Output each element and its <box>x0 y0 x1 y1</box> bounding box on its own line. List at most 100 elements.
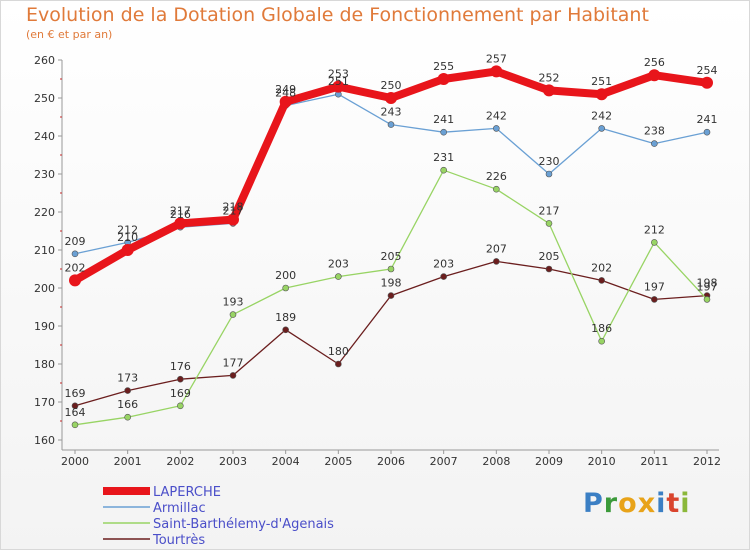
data-point <box>387 121 395 128</box>
x-tick-label: 2004 <box>272 455 300 468</box>
data-label: 209 <box>65 235 86 248</box>
data-point <box>701 76 713 89</box>
data-point <box>595 88 608 101</box>
legend-label: Saint-Barthélemy-d'Agenais <box>153 517 334 532</box>
data-label: 205 <box>539 250 560 263</box>
data-point <box>69 274 81 287</box>
x-tick-label: 2008 <box>482 455 510 468</box>
data-point <box>177 375 184 383</box>
data-label: 254 <box>697 64 718 77</box>
data-point <box>282 284 289 292</box>
data-label: 164 <box>65 406 86 419</box>
data-point <box>598 125 605 132</box>
logo-letter: r <box>603 488 619 519</box>
data-point <box>703 128 711 136</box>
data-label: 193 <box>223 296 244 309</box>
data-point <box>545 220 553 227</box>
data-label: 180 <box>328 345 349 358</box>
y-tick-label: 210 <box>34 244 55 257</box>
data-point <box>651 239 658 246</box>
chart-title: Evolution de la Dotation Globale de Fonc… <box>26 4 649 26</box>
data-label: 197 <box>697 280 718 293</box>
data-label: 241 <box>697 113 718 126</box>
data-point <box>121 244 134 256</box>
x-tick-label: 2002 <box>166 455 194 468</box>
data-point <box>440 166 447 174</box>
logo-letter: o <box>618 488 638 519</box>
data-label: 248 <box>275 87 296 100</box>
data-label: 255 <box>433 60 454 73</box>
data-point <box>598 277 605 284</box>
data-label: 251 <box>591 75 612 88</box>
x-tick-label: 2011 <box>640 455 668 468</box>
data-point <box>385 92 397 104</box>
data-label: 200 <box>275 269 296 282</box>
data-point <box>332 80 345 93</box>
logo-letter: x <box>637 488 657 519</box>
y-tick-label: 160 <box>34 434 55 447</box>
data-point <box>493 185 500 193</box>
data-label: 210 <box>117 231 138 244</box>
data-point <box>651 296 658 303</box>
data-label: 256 <box>644 56 665 69</box>
data-label: 173 <box>117 372 138 385</box>
data-label: 198 <box>381 277 402 290</box>
data-point <box>177 402 184 410</box>
y-tick-label: 230 <box>34 168 55 181</box>
data-label: 242 <box>591 109 612 122</box>
data-point <box>387 265 395 273</box>
y-tick-label: 240 <box>34 130 55 143</box>
data-label: 217 <box>539 204 560 217</box>
y-tick-label: 220 <box>34 206 55 219</box>
data-point <box>335 360 342 368</box>
data-point <box>71 250 79 258</box>
data-label: 231 <box>433 151 454 164</box>
data-point <box>387 292 395 299</box>
data-point <box>545 170 553 178</box>
data-label: 197 <box>644 280 665 293</box>
data-point <box>440 273 447 280</box>
data-point <box>598 337 605 345</box>
data-point <box>124 413 131 421</box>
axes: 160 170 180 190 200 210 220 230 240 250 260 2000 200… <box>34 54 721 468</box>
data-point <box>279 95 292 108</box>
legend-label: LAPERCHE <box>153 485 221 500</box>
data-label: 241 <box>433 113 454 126</box>
data-label: 212 <box>644 223 665 236</box>
x-tick-label: 2001 <box>114 455 142 468</box>
logo-letter: i <box>680 488 691 519</box>
data-point <box>545 265 553 273</box>
logo-letter: P <box>583 488 604 519</box>
data-label: 198 <box>697 277 718 290</box>
logo-letter: t <box>666 488 681 519</box>
data-label: 169 <box>170 387 191 400</box>
data-point <box>493 258 500 265</box>
data-point <box>543 84 555 97</box>
data-label: 203 <box>433 258 454 271</box>
data-label: 212 <box>117 223 138 236</box>
x-tick-label: 2012 <box>693 455 721 468</box>
legend-label: Tourtrès <box>152 533 205 548</box>
data-point <box>124 387 131 394</box>
data-label: 205 <box>381 250 402 263</box>
data-label: 202 <box>65 261 86 274</box>
x-tick-label: 2006 <box>377 455 405 468</box>
x-tick-label: 2000 <box>61 455 89 468</box>
data-label: 207 <box>486 242 507 255</box>
data-label: 226 <box>486 170 507 183</box>
data-label: 252 <box>539 71 560 84</box>
data-point <box>282 326 289 334</box>
data-label: 203 <box>328 258 349 271</box>
x-tick-label: 2003 <box>219 455 247 468</box>
data-point <box>71 402 79 410</box>
data-label: 230 <box>539 155 560 168</box>
data-label: 217 <box>170 204 191 217</box>
data-point <box>651 140 658 147</box>
data-label: 242 <box>486 109 507 122</box>
data-label: 202 <box>591 261 612 274</box>
data-label: 177 <box>223 356 244 369</box>
chart-subtitle: (en € et par an) <box>26 28 113 41</box>
data-point <box>335 273 342 280</box>
